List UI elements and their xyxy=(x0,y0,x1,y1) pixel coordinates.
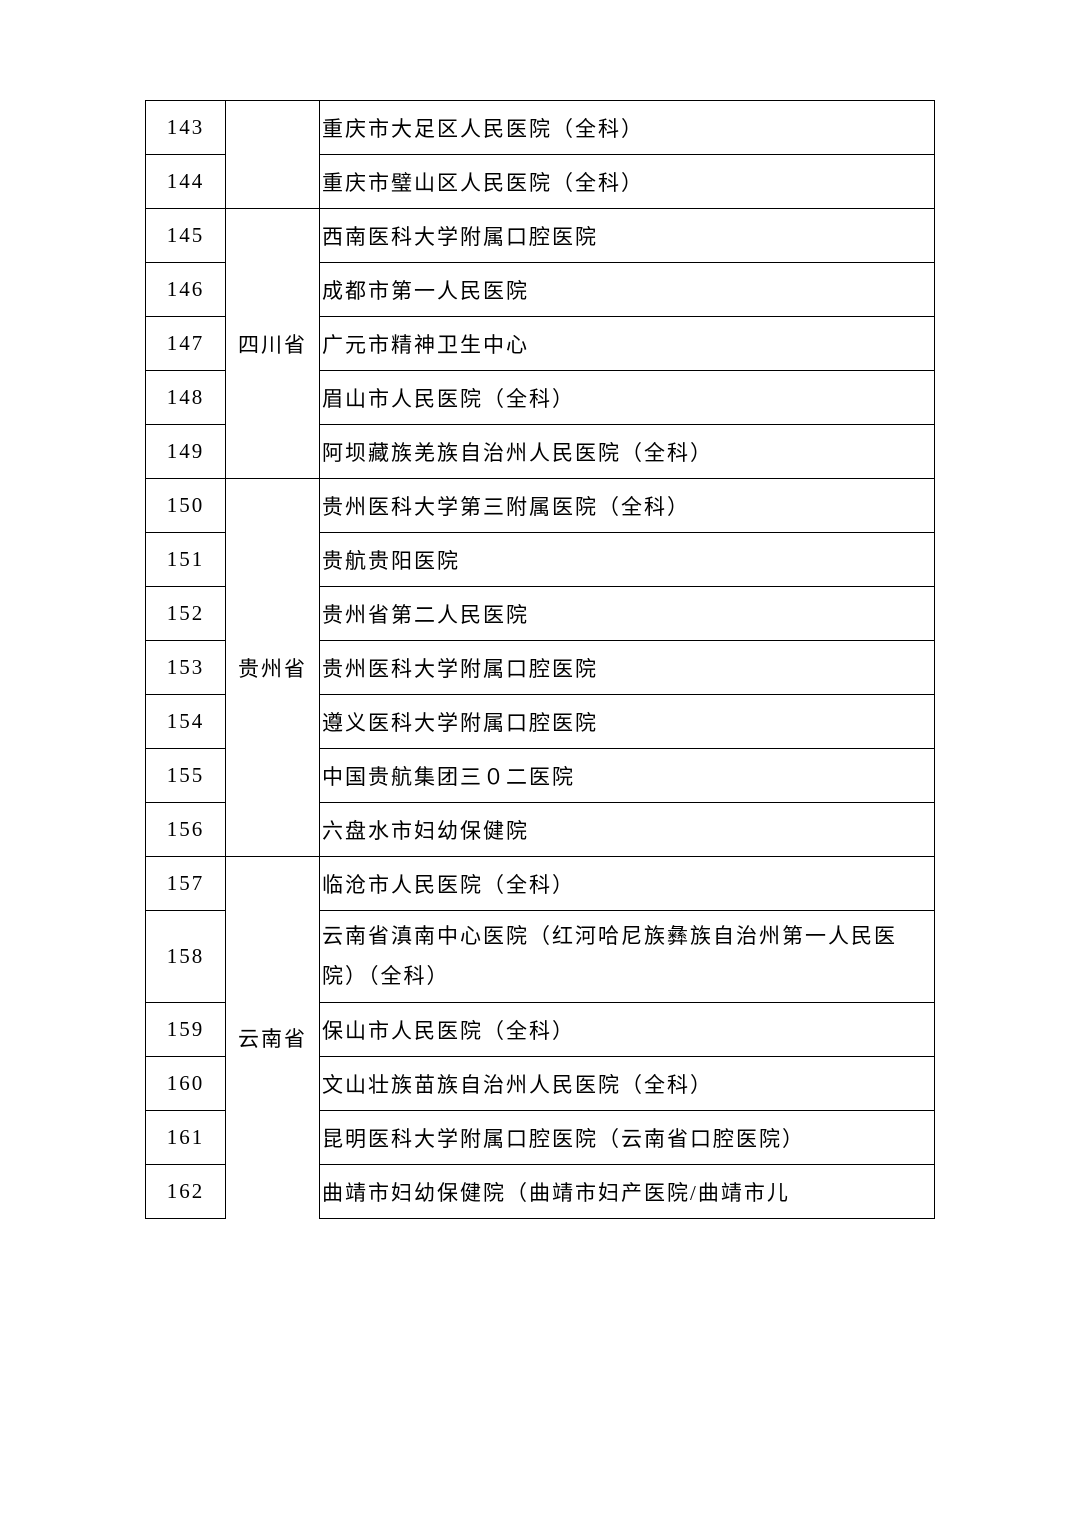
row-number: 148 xyxy=(146,371,226,425)
row-number: 154 xyxy=(146,695,226,749)
hospital-name: 重庆市璧山区人民医院（全科） xyxy=(320,155,935,209)
row-number: 147 xyxy=(146,317,226,371)
hospital-name: 西南医科大学附属口腔医院 xyxy=(320,209,935,263)
row-number: 158 xyxy=(146,911,226,1003)
row-number: 145 xyxy=(146,209,226,263)
hospital-name: 眉山市人民医院（全科） xyxy=(320,371,935,425)
row-number: 150 xyxy=(146,479,226,533)
hospital-name: 贵州医科大学附属口腔医院 xyxy=(320,641,935,695)
row-number: 152 xyxy=(146,587,226,641)
hospital-table: 143 重庆市大足区人民医院（全科） 144 重庆市璧山区人民医院（全科） 14… xyxy=(145,100,935,1219)
row-number: 155 xyxy=(146,749,226,803)
hospital-name: 临沧市人民医院（全科） xyxy=(320,857,935,911)
hospital-table-container: 143 重庆市大足区人民医院（全科） 144 重庆市璧山区人民医院（全科） 14… xyxy=(145,100,935,1219)
province-cell: 贵州省 xyxy=(226,479,320,857)
hospital-name: 昆明医科大学附属口腔医院（云南省口腔医院） xyxy=(320,1111,935,1165)
hospital-name: 曲靖市妇幼保健院（曲靖市妇产医院/曲靖市儿 xyxy=(320,1165,935,1219)
table-row: 157 云南省 临沧市人民医院（全科） xyxy=(146,857,935,911)
row-number: 153 xyxy=(146,641,226,695)
hospital-name: 重庆市大足区人民医院（全科） xyxy=(320,101,935,155)
table-row: 150 贵州省 贵州医科大学第三附属医院（全科） xyxy=(146,479,935,533)
hospital-name: 云南省滇南中心医院（红河哈尼族彝族自治州第一人民医院）（全科） xyxy=(320,911,935,1003)
row-number: 151 xyxy=(146,533,226,587)
table-row: 145 四川省 西南医科大学附属口腔医院 xyxy=(146,209,935,263)
hospital-name: 贵州省第二人民医院 xyxy=(320,587,935,641)
row-number: 144 xyxy=(146,155,226,209)
row-number: 143 xyxy=(146,101,226,155)
hospital-name: 贵航贵阳医院 xyxy=(320,533,935,587)
row-number: 146 xyxy=(146,263,226,317)
hospital-name: 中国贵航集团三０二医院 xyxy=(320,749,935,803)
hospital-name: 保山市人民医院（全科） xyxy=(320,1003,935,1057)
row-number: 159 xyxy=(146,1003,226,1057)
row-number: 157 xyxy=(146,857,226,911)
hospital-name: 阿坝藏族羌族自治州人民医院（全科） xyxy=(320,425,935,479)
hospital-name: 成都市第一人民医院 xyxy=(320,263,935,317)
province-cell: 云南省 xyxy=(226,857,320,1219)
hospital-name: 遵义医科大学附属口腔医院 xyxy=(320,695,935,749)
row-number: 161 xyxy=(146,1111,226,1165)
hospital-name: 广元市精神卫生中心 xyxy=(320,317,935,371)
row-number: 156 xyxy=(146,803,226,857)
hospital-name: 文山壮族苗族自治州人民医院（全科） xyxy=(320,1057,935,1111)
table-row: 143 重庆市大足区人民医院（全科） xyxy=(146,101,935,155)
hospital-table-body: 143 重庆市大足区人民医院（全科） 144 重庆市璧山区人民医院（全科） 14… xyxy=(146,101,935,1219)
hospital-name: 六盘水市妇幼保健院 xyxy=(320,803,935,857)
province-cell: 四川省 xyxy=(226,209,320,479)
row-number: 162 xyxy=(146,1165,226,1219)
province-cell xyxy=(226,101,320,209)
hospital-name: 贵州医科大学第三附属医院（全科） xyxy=(320,479,935,533)
row-number: 149 xyxy=(146,425,226,479)
row-number: 160 xyxy=(146,1057,226,1111)
